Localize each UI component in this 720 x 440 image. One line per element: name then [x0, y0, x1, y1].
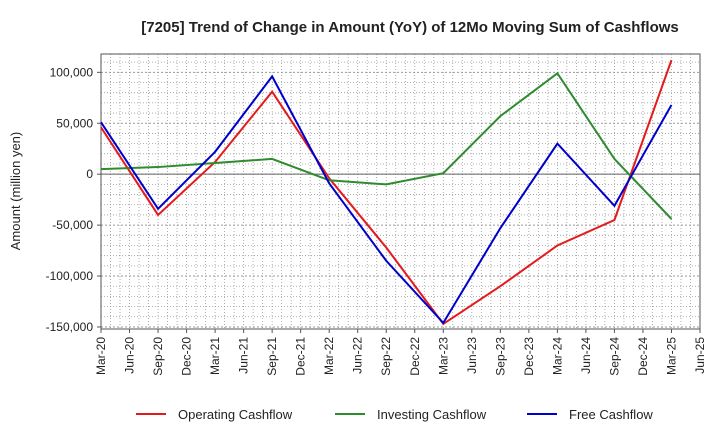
chart-title: [7205] Trend of Change in Amount (YoY) o…	[141, 19, 679, 36]
axes	[100, 53, 701, 330]
x-tick-label: Jun-25	[693, 337, 707, 374]
series-line-free-cashflow	[100, 74, 673, 325]
grid-lines	[100, 54, 700, 329]
x-tick-label: Mar-21	[208, 337, 222, 375]
y-axis-label: Amount (million yen)	[8, 132, 23, 251]
x-axis-ticks: Mar-20 Jun-20 Sep-20 Dec-20 Mar-21 Jun-21 Sep-…	[94, 329, 707, 376]
y-tick-label: 100,000	[50, 65, 94, 79]
x-tick-label: Jun-22	[351, 337, 365, 374]
x-tick-label: Jun-24	[579, 337, 593, 374]
x-tick-label: Dec-20	[180, 337, 194, 376]
x-tick-label: Dec-23	[522, 337, 536, 376]
x-tick-label: Jun-23	[465, 337, 479, 374]
series-line-operating-cashflow	[100, 59, 673, 326]
x-tick-label: Sep-22	[379, 337, 393, 376]
x-tick-label: Sep-23	[493, 337, 507, 376]
x-tick-label: Sep-21	[265, 337, 279, 376]
legend-label: Investing Cashflow	[377, 407, 487, 422]
plot-border	[100, 53, 701, 330]
x-tick-label: Mar-22	[322, 337, 336, 375]
x-tick-label: Mar-24	[550, 337, 564, 375]
y-axis-ticks: 100,000 50,000 0 -50,000 -100,000 -150,000	[46, 65, 101, 334]
x-tick-label: Jun-20	[123, 337, 137, 374]
y-tick-label: -50,000	[52, 218, 93, 232]
y-tick-label: -100,000	[46, 269, 94, 283]
legend-label: Free Cashflow	[569, 407, 653, 422]
x-tick-label: Mar-25	[664, 337, 678, 375]
x-tick-label: Dec-22	[408, 337, 422, 376]
y-tick-label: 50,000	[56, 116, 93, 130]
plot-area	[101, 54, 700, 329]
series-lines	[100, 59, 673, 326]
x-tick-label: Dec-24	[636, 337, 650, 376]
y-tick-label: 0	[86, 167, 93, 181]
legend-label: Operating Cashflow	[178, 407, 293, 422]
x-tick-label: Dec-21	[294, 337, 308, 376]
x-tick-label: Mar-20	[94, 337, 108, 375]
x-tick-label: Sep-20	[151, 337, 165, 376]
series-line-investing-cashflow	[100, 71, 673, 220]
y-tick-label: -150,000	[46, 320, 94, 334]
x-tick-label: Jun-21	[237, 337, 251, 374]
legend: Operating Cashflow Investing Cashflow Free…	[136, 407, 653, 422]
x-tick-label: Sep-24	[607, 337, 621, 376]
x-tick-label: Mar-23	[436, 337, 450, 375]
